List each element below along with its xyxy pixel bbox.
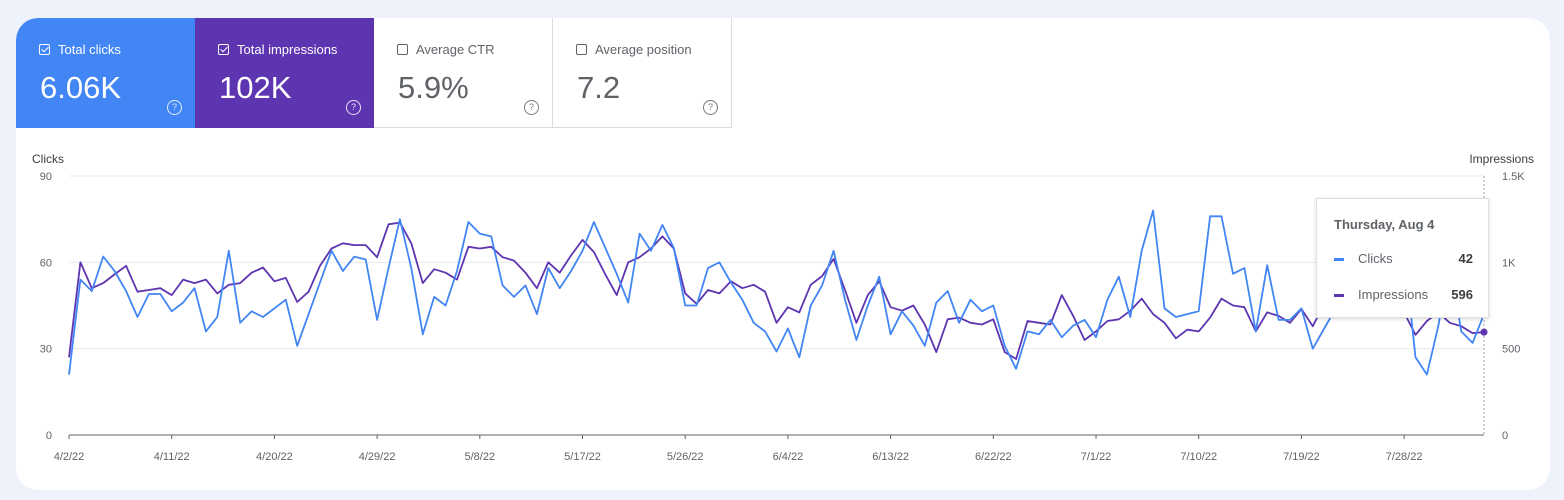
series-lines (68, 209, 1485, 376)
tooltip-series-value: 596 (1451, 287, 1473, 302)
x-tick-labels: 4/2/22 4/11/22 4/20/22 4/29/22 5/8/22 5/17/22… (54, 435, 1423, 463)
tile-average-ctr[interactable]: Average CTR 5.9% ? (374, 18, 553, 128)
tile-value: 7.2 (577, 70, 621, 105)
tile-average-position[interactable]: Average position 7.2 ? (553, 18, 732, 128)
y-left-tick-label: 30 (40, 344, 52, 356)
x-tick-label: 4/11/22 (154, 451, 190, 463)
tile-label: Total clicks (58, 42, 121, 57)
x-tick-label: 6/13/22 (872, 451, 909, 463)
impressions-series-line (68, 221, 1485, 360)
y-right-tick-label: 1K (1502, 257, 1516, 269)
x-tick-label: 7/19/22 (1283, 451, 1320, 463)
help-icon[interactable]: ? (346, 100, 361, 115)
tile-total-clicks[interactable]: Total clicks 6.06K ? (16, 18, 195, 128)
tile-total-impressions[interactable]: Total impressions 102K ? (195, 18, 374, 128)
tile-label: Average CTR (416, 42, 495, 57)
x-tick-label: 5/17/22 (564, 451, 601, 463)
help-icon[interactable]: ? (703, 100, 718, 115)
tile-label: Total impressions (237, 42, 338, 57)
tile-value: 5.9% (398, 70, 469, 105)
y-right-tick-label: 500 (1502, 344, 1520, 356)
y-left-tick-labels: 0 30 60 90 (40, 171, 52, 442)
performance-card: Total clicks 6.06K ? Total impressions 1… (16, 18, 1550, 490)
clicks-series-line (68, 209, 1485, 376)
tooltip-date: Thursday, Aug 4 (1334, 217, 1435, 232)
y-left-tick-label: 60 (40, 257, 52, 269)
tile-label: Average position (595, 42, 692, 57)
ctr-checkbox-icon[interactable] (397, 44, 408, 55)
x-tick-label: 4/20/22 (256, 451, 293, 463)
clicks-checkbox-icon[interactable] (39, 44, 50, 55)
position-checkbox-icon[interactable] (576, 44, 587, 55)
x-tick-label: 6/4/22 (773, 451, 804, 463)
tile-value: 102K (219, 70, 292, 105)
tooltip-row-clicks: Clicks 42 (1334, 251, 1473, 267)
tooltip-series-name: Clicks (1358, 251, 1393, 266)
y-left-tick-label: 90 (40, 171, 52, 183)
hover-tooltip: Thursday, Aug 4 Clicks 42 Impressions 59… (1316, 198, 1489, 318)
y-left-tick-label: 0 (46, 430, 52, 442)
y-right-tick-label: 1.5K (1502, 171, 1525, 183)
x-tick-label: 4/29/22 (359, 451, 396, 463)
impressions-hover-point (1480, 328, 1488, 336)
x-tick-label: 7/28/22 (1386, 451, 1423, 463)
tooltip-row-impressions: Impressions 596 (1334, 287, 1473, 303)
grid-lines (69, 175, 1484, 436)
performance-chart[interactable]: Clicks Impressions 0 30 60 90 0 500 1K 1.5K 4/… (16, 18, 1550, 490)
tooltip-series-value: 42 (1458, 251, 1473, 266)
x-tick-label: 7/10/22 (1180, 451, 1217, 463)
impressions-checkbox-icon[interactable] (218, 44, 229, 55)
metric-tiles: Total clicks 6.06K ? Total impressions 1… (16, 18, 732, 128)
x-tick-label: 5/26/22 (667, 451, 704, 463)
impressions-swatch-icon (1334, 294, 1344, 297)
y-right-tick-labels: 0 500 1K 1.5K (1502, 171, 1525, 442)
y-left-axis-label: Clicks (32, 152, 64, 166)
tile-value: 6.06K (40, 70, 122, 105)
y-right-tick-label: 0 (1502, 430, 1508, 442)
y-right-axis-label: Impressions (1469, 152, 1534, 166)
x-tick-label: 6/22/22 (975, 451, 1012, 463)
clicks-swatch-icon (1334, 258, 1344, 261)
x-tick-label: 5/8/22 (465, 451, 496, 463)
help-icon[interactable]: ? (524, 100, 539, 115)
help-icon[interactable]: ? (167, 100, 182, 115)
x-tick-label: 7/1/22 (1081, 451, 1112, 463)
tooltip-series-name: Impressions (1358, 287, 1429, 302)
x-tick-label: 4/2/22 (54, 451, 85, 463)
